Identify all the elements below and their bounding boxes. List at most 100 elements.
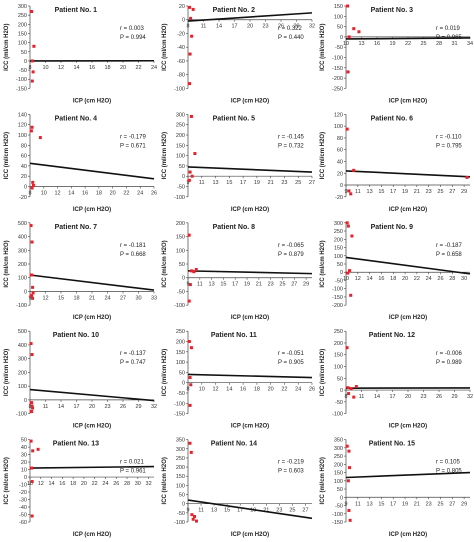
y-tick-label: 20 — [179, 4, 185, 10]
data-point — [30, 294, 34, 298]
data-point — [348, 518, 352, 522]
x-tick-label: 17 — [231, 24, 237, 30]
x-axis-label: ICP (cm H2O) — [389, 315, 427, 321]
y-tick-label: 20 — [21, 174, 27, 180]
x-tick-label: 29 — [303, 282, 309, 288]
data-point — [194, 519, 198, 523]
y-tick-label: -250 — [332, 86, 343, 92]
x-tick-label: 24 — [295, 387, 301, 393]
x-tick-label: 32 — [309, 24, 315, 30]
data-point — [30, 9, 34, 13]
x-tick-label: 30 — [135, 481, 141, 487]
x-tick-label: 10 — [42, 65, 48, 71]
data-point — [345, 127, 349, 131]
panel-title: Patient No. 10 — [53, 332, 99, 339]
y-tick-label: 50 — [337, 376, 343, 382]
x-axis-label: ICP (cm H2O) — [73, 98, 111, 104]
panel-title: Patient No. 15 — [369, 441, 415, 448]
data-point — [346, 271, 350, 275]
x-tick-label: 17 — [240, 180, 246, 186]
x-axis-label: ICP (cm H2O) — [231, 532, 269, 538]
x-tick-label: 26 — [436, 394, 442, 400]
data-point — [188, 170, 192, 174]
data-point — [187, 233, 191, 237]
x-tick-label: 14 — [58, 404, 64, 410]
data-point — [30, 401, 34, 405]
y-tick-label: 300 — [176, 447, 185, 453]
y-tick-label: 150 — [176, 350, 185, 356]
r-value: r = -0.110 — [436, 134, 462, 140]
r-value: r = -0.187 — [436, 243, 463, 249]
p-value: P = 0.961 — [120, 469, 146, 475]
data-point — [30, 240, 34, 244]
y-tick-label: 150 — [176, 143, 185, 149]
x-tick-label: 10 — [199, 387, 205, 393]
y-tick-label: 150 — [334, 353, 343, 359]
x-tick-label: 17 — [73, 404, 79, 410]
x-tick-label: 13 — [209, 282, 215, 288]
panel: -20 0 20 40 60 80 100 120 9 11 13 15 17 19 21 23 25 27 29 P… — [320, 112, 471, 213]
data-point — [187, 299, 191, 303]
data-point — [188, 403, 192, 407]
y-tick-label: 50 — [179, 164, 185, 170]
x-tick-label: 9 — [186, 508, 189, 514]
y-tick-label: 300 — [334, 221, 343, 227]
y-tick-label: -100 — [174, 86, 185, 92]
x-tick-label: 15 — [58, 295, 64, 301]
x-tick-label: 29 — [451, 394, 457, 400]
panel-title: Patient No. 11 — [211, 332, 257, 339]
y-tick-label: 350 — [334, 438, 343, 444]
data-point — [465, 175, 469, 179]
x-tick-label: 20 — [110, 191, 116, 197]
data-point — [31, 406, 35, 410]
y-tick-label: 50 — [337, 25, 343, 31]
x-tick-label: 20 — [89, 404, 95, 410]
x-tick-label: 8 — [186, 387, 189, 393]
y-tick-label: 60 — [21, 154, 27, 160]
regression-line — [345, 256, 471, 275]
data-point — [354, 385, 358, 389]
data-point — [190, 34, 194, 38]
y-tick-label: 300 — [18, 4, 27, 10]
data-point — [29, 439, 33, 443]
y-tick-label: 100 — [334, 14, 343, 20]
y-axis-label: ICC (ml/cm H2O) — [320, 240, 326, 287]
x-tick-label: 30 — [461, 276, 467, 282]
p-value: P = 0.440 — [278, 35, 304, 41]
p-value: P = 0.668 — [120, 252, 146, 258]
x-tick-label: 14 — [367, 276, 373, 282]
y-tick-label: -20 — [19, 490, 27, 496]
y-tick-label: 300 — [176, 112, 185, 118]
r-value: r = -0.179 — [120, 134, 147, 140]
x-tick-label: 9 — [344, 189, 347, 195]
x-tick-label: 25 — [295, 180, 301, 186]
data-point — [347, 449, 351, 453]
panel: -100 -50 0 50 100 150 200 250 300 350 9 11 13 15 17 19 2… — [162, 438, 313, 538]
x-tick-label: 17 — [237, 508, 243, 514]
panel: -100 -50 0 50 100 150 200 250 300 9 11 13 15 17 19 21 23… — [162, 112, 315, 212]
p-value: P = 0.879 — [278, 252, 304, 258]
data-point — [31, 70, 35, 74]
x-tick-label: 27 — [449, 189, 455, 195]
x-tick-label: 17 — [389, 394, 395, 400]
y-tick-label: -100 — [332, 56, 343, 62]
x-axis-label: ICP (cm H2O) — [231, 207, 269, 213]
data-point — [346, 224, 350, 228]
p-value: P = 0.732 — [278, 143, 304, 149]
y-tick-label: 40 — [337, 159, 343, 165]
x-tick-label: 27 — [449, 501, 455, 507]
data-point — [190, 513, 194, 517]
r-value: r = -0.137 — [120, 351, 147, 357]
data-point — [189, 450, 193, 454]
y-tick-label: 150 — [334, 246, 343, 252]
x-tick-label: 23 — [426, 501, 432, 507]
r-value: r = -0.219 — [278, 460, 305, 466]
data-point — [30, 59, 34, 63]
y-tick-label: 200 — [18, 370, 27, 376]
x-tick-label: 10 — [343, 276, 349, 282]
y-tick-label: -80 — [177, 73, 185, 79]
x-tick-label: 24 — [102, 481, 108, 487]
y-tick-label: -100 — [174, 303, 185, 309]
y-axis-label: ICC (ml/cm H2O) — [162, 240, 168, 287]
x-tick-label: 15 — [220, 282, 226, 288]
